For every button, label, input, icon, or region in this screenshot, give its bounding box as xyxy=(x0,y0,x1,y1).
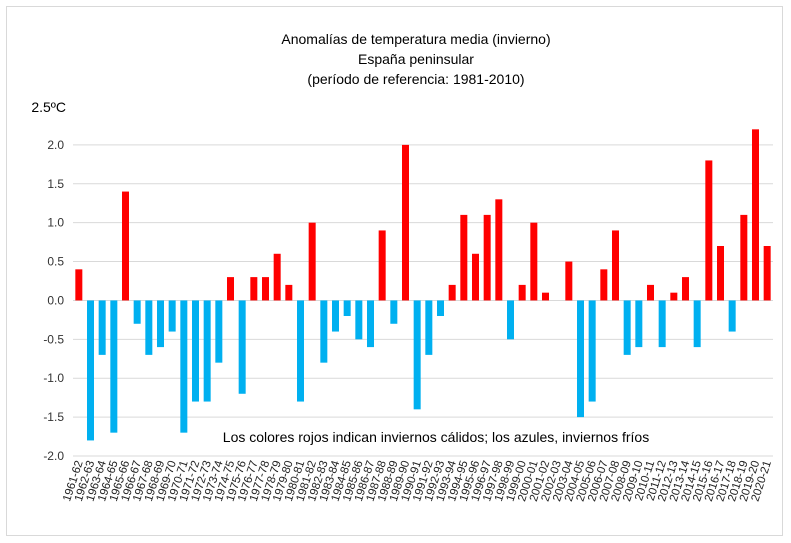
bar-1970-71 xyxy=(180,300,188,433)
bar-2008-09 xyxy=(623,300,631,355)
bar-1983-84 xyxy=(332,300,339,332)
bar-1992-93 xyxy=(437,300,444,316)
bar-1977-78 xyxy=(262,277,269,301)
bar-1998-99 xyxy=(507,300,514,340)
bar-2010-11 xyxy=(647,284,654,301)
bar-2018-19 xyxy=(740,214,748,301)
y-tick-label: -0.5 xyxy=(43,332,64,346)
bar-1961-62 xyxy=(75,269,83,301)
bar-2006-07 xyxy=(600,269,608,301)
bar-1984-85 xyxy=(343,300,351,316)
bar-2017-18 xyxy=(728,300,736,332)
bar-1995-96 xyxy=(472,253,479,301)
bar-2009-10 xyxy=(635,300,643,348)
bar-1986-87 xyxy=(367,300,374,348)
bar-1985-86 xyxy=(355,300,363,340)
bar-1974-75 xyxy=(227,277,234,301)
bar-2020-21 xyxy=(763,246,771,301)
bar-2001-02 xyxy=(542,292,549,301)
chart-frame xyxy=(6,6,783,536)
chart-title: Anomalías de temperatura media (invierno… xyxy=(281,31,550,87)
bar-2011-12 xyxy=(658,300,666,348)
bar-1991-92 xyxy=(425,300,433,355)
bar-1982-83 xyxy=(320,300,328,363)
bar-2012-13 xyxy=(670,292,678,301)
bar-1972-73 xyxy=(203,300,211,402)
bar-1999-00 xyxy=(518,284,526,301)
y-axis-top-label: 2.5ºC xyxy=(31,99,66,115)
bar-1964-65 xyxy=(110,300,118,433)
bar-2013-14 xyxy=(682,277,689,301)
bar-1981-82 xyxy=(308,222,316,301)
bar-1969-70 xyxy=(168,300,176,332)
bar-1994-95 xyxy=(460,214,468,301)
bar-1996-97 xyxy=(483,214,491,301)
y-tick-label: -1.5 xyxy=(43,410,64,424)
bar-1997-98 xyxy=(495,199,503,301)
color-legend-note: Los colores rojos indican inviernos cáli… xyxy=(223,429,649,445)
bar-1980-81 xyxy=(297,300,304,402)
bar-2007-08 xyxy=(612,230,619,301)
y-tick-label: 1.0 xyxy=(47,216,64,230)
bar-1988-89 xyxy=(390,300,398,324)
gridlines xyxy=(73,144,773,457)
bar-1968-69 xyxy=(157,300,164,348)
bar-2015-16 xyxy=(705,160,713,301)
bar-1973-74 xyxy=(215,300,223,363)
bar-1989-90 xyxy=(402,144,409,301)
title-line-1: Anomalías de temperatura media (invierno… xyxy=(281,31,550,47)
bar-2014-15 xyxy=(693,300,701,348)
bar-1966-67 xyxy=(133,300,141,324)
bar-2005-06 xyxy=(588,300,596,402)
y-tick-label: 0.5 xyxy=(47,255,64,269)
bar-1975-76 xyxy=(238,300,246,394)
bar-2016-17 xyxy=(717,246,724,301)
bar-1979-80 xyxy=(285,284,293,301)
y-tick-label: 0.0 xyxy=(47,293,64,307)
bar-1976-77 xyxy=(250,277,258,301)
bar-2000-01 xyxy=(530,222,538,301)
bar-1962-63 xyxy=(87,300,94,441)
bar-2019-20 xyxy=(752,129,759,301)
bar-1963-64 xyxy=(98,300,106,355)
y-axis-ticks: 2.0 1.5 1.0 0.5 0.0 -0.5 -1.0 -1.5 -2.0 xyxy=(43,138,64,463)
y-tick-label: -2.0 xyxy=(43,449,64,463)
bars xyxy=(75,129,771,441)
bar-2004-05 xyxy=(577,300,584,418)
bar-1990-91 xyxy=(413,300,421,410)
title-line-2: España peninsular xyxy=(358,51,474,67)
y-tick-label: 2.0 xyxy=(47,138,64,152)
bar-1993-94 xyxy=(448,284,456,301)
bar-1971-72 xyxy=(192,300,199,402)
x-axis-ticks: 1961-621962-631963-641964-651965-661966-… xyxy=(61,459,774,503)
bar-1965-66 xyxy=(122,191,129,301)
y-tick-label: -1.0 xyxy=(43,371,64,385)
bar-1978-79 xyxy=(273,253,281,301)
bar-1987-88 xyxy=(378,230,386,301)
title-line-3: (período de referencia: 1981-2010) xyxy=(307,71,524,87)
bar-1967-68 xyxy=(145,300,153,355)
y-tick-label: 1.5 xyxy=(47,177,64,191)
bar-2003-04 xyxy=(565,261,573,301)
